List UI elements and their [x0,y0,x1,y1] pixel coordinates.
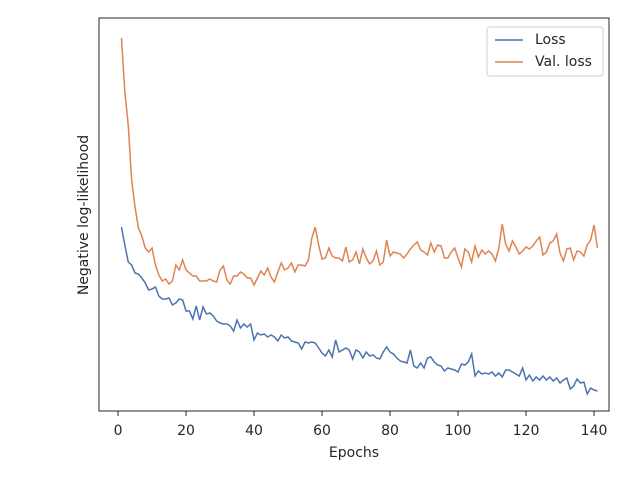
x-tick-label: 60 [313,423,331,439]
y-axis-label: Negative log-likelihood [76,135,92,295]
x-tick-label: 40 [245,423,263,439]
x-tick-label: 140 [581,423,608,439]
legend-label: Val. loss [535,54,592,70]
x-tick-label: 0 [114,423,123,439]
x-tick-label: 20 [177,423,195,439]
x-tick-label: 80 [381,423,399,439]
series-line [120,226,598,396]
plot-frame [98,17,610,412]
x-axis-label: Epochs [329,445,379,461]
legend-label: Loss [535,32,566,48]
x-tick-label: 100 [445,423,472,439]
x-tick-label: 120 [513,423,540,439]
series-line [120,37,599,287]
